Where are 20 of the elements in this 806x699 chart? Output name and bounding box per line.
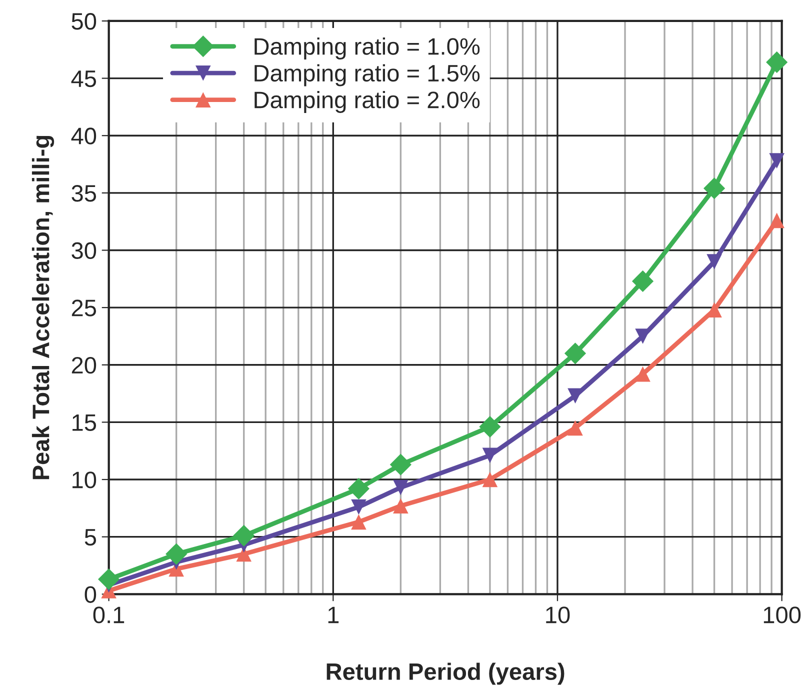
x-tick-label: 0.1 <box>93 606 124 624</box>
y-tick-label: 35 <box>72 184 96 202</box>
y-tick-label: 10 <box>72 472 96 488</box>
x-tick-label: 1 <box>328 606 339 624</box>
y-tick-label: 0 <box>84 586 96 603</box>
y-tick-label: 30 <box>72 242 96 260</box>
y-tick-label: 45 <box>71 70 96 88</box>
x-tick-label: 10 <box>546 606 570 624</box>
legend-label: Damping ratio = 1.5% <box>254 64 480 86</box>
y-tick-label: 5 <box>84 529 96 546</box>
x-axis-title: Return Period (years) <box>326 662 564 685</box>
x-tick-label: 100 <box>764 606 801 624</box>
y-tick-label: 25 <box>72 300 96 316</box>
y-tick-label: 15 <box>72 414 96 431</box>
y-axis-title: Peak Total Acceleration, milli-g <box>32 136 54 480</box>
y-tick-label: 40 <box>71 128 96 144</box>
legend-label: Damping ratio = 2.0% <box>254 90 480 113</box>
legend-label: Damping ratio = 1.0% <box>254 38 480 60</box>
y-tick-label: 20 <box>72 356 96 374</box>
y-tick-label: 50 <box>72 13 96 30</box>
